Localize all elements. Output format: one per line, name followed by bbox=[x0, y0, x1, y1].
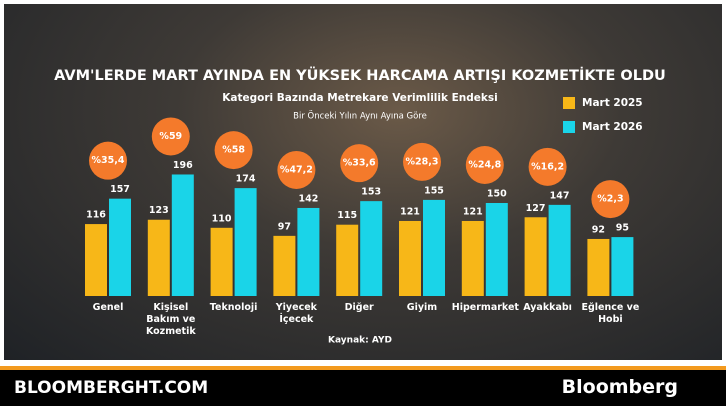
bar bbox=[462, 221, 484, 296]
value-label: 121 bbox=[463, 206, 483, 217]
legend-label: Mart 2025 bbox=[582, 97, 643, 109]
value-label: 116 bbox=[86, 210, 106, 221]
value-label: 196 bbox=[173, 160, 193, 171]
x-tick-label: Teknoloji bbox=[201, 302, 267, 314]
value-label: 153 bbox=[361, 187, 381, 198]
legend-swatch bbox=[563, 97, 575, 109]
bar bbox=[399, 221, 421, 296]
bar bbox=[587, 239, 609, 296]
bar bbox=[297, 208, 319, 296]
change-label: %24,8 bbox=[468, 160, 501, 171]
value-label: 123 bbox=[149, 205, 169, 216]
value-label: 127 bbox=[526, 203, 546, 214]
x-tick-label: Eğlence ve Hobi bbox=[577, 302, 643, 326]
source: Kaynak: AYD bbox=[328, 336, 392, 346]
value-label: 110 bbox=[212, 213, 232, 224]
bar bbox=[85, 224, 107, 296]
bar bbox=[423, 200, 445, 296]
value-label: 97 bbox=[278, 221, 291, 232]
change-label: %28,3 bbox=[406, 156, 439, 167]
bar bbox=[273, 236, 295, 296]
change-label: %59 bbox=[159, 131, 182, 142]
change-label: %58 bbox=[222, 145, 245, 156]
bar bbox=[486, 203, 508, 296]
value-label: 121 bbox=[400, 206, 420, 217]
change-label: %2,3 bbox=[597, 194, 623, 205]
bar bbox=[360, 201, 382, 296]
change-label: %35,4 bbox=[92, 155, 125, 166]
bar bbox=[549, 205, 571, 296]
value-label: 142 bbox=[298, 193, 318, 204]
x-tick-label: Ayakkabı bbox=[515, 302, 581, 314]
x-tick-label: Kişisel Bakım ve Kozmetik bbox=[138, 302, 204, 338]
x-tick-label: Genel bbox=[75, 302, 141, 314]
value-label: 157 bbox=[110, 184, 130, 195]
brand: Bloomberg bbox=[562, 376, 678, 398]
x-tick-label: Hipermarket bbox=[452, 302, 518, 314]
chart-subtitle: Kategori Bazında Metrekare Verimlilik En… bbox=[222, 92, 498, 104]
footer: BLOOMBERGHT.COM Bloomberg bbox=[0, 366, 726, 406]
x-tick-label: Diğer bbox=[326, 302, 392, 314]
change-label: %16,2 bbox=[531, 161, 564, 172]
chart-title: AVM'LERDE MART AYINDA EN YÜKSEK HARCAMA … bbox=[54, 66, 666, 84]
value-label: 95 bbox=[616, 223, 629, 234]
bar bbox=[172, 174, 194, 296]
bar bbox=[525, 217, 547, 296]
value-label: 174 bbox=[236, 174, 256, 185]
bar bbox=[336, 225, 358, 296]
site-url: BLOOMBERGHT.COM bbox=[14, 378, 208, 398]
change-label: %33,6 bbox=[343, 158, 376, 169]
bar bbox=[109, 199, 131, 296]
bar bbox=[611, 237, 633, 296]
value-label: 147 bbox=[550, 190, 570, 201]
change-label: %47,2 bbox=[280, 164, 313, 175]
infographic: AVM'LERDE MART AYINDA EN YÜKSEK HARCAMA … bbox=[0, 0, 726, 406]
bar bbox=[211, 228, 233, 296]
x-tick-label: Yiyecek İçecek bbox=[263, 302, 329, 326]
value-label: 150 bbox=[487, 189, 507, 200]
legend-label: Mart 2026 bbox=[582, 121, 643, 133]
x-tick-label: Giyim bbox=[389, 302, 455, 314]
bar bbox=[235, 188, 257, 296]
chart-note: Bir Önceki Yılın Aynı Ayına Göre bbox=[293, 111, 427, 122]
legend-swatch bbox=[563, 121, 575, 133]
value-label: 115 bbox=[337, 210, 357, 221]
value-label: 92 bbox=[592, 224, 605, 235]
bar bbox=[148, 220, 170, 296]
value-label: 155 bbox=[424, 185, 444, 196]
